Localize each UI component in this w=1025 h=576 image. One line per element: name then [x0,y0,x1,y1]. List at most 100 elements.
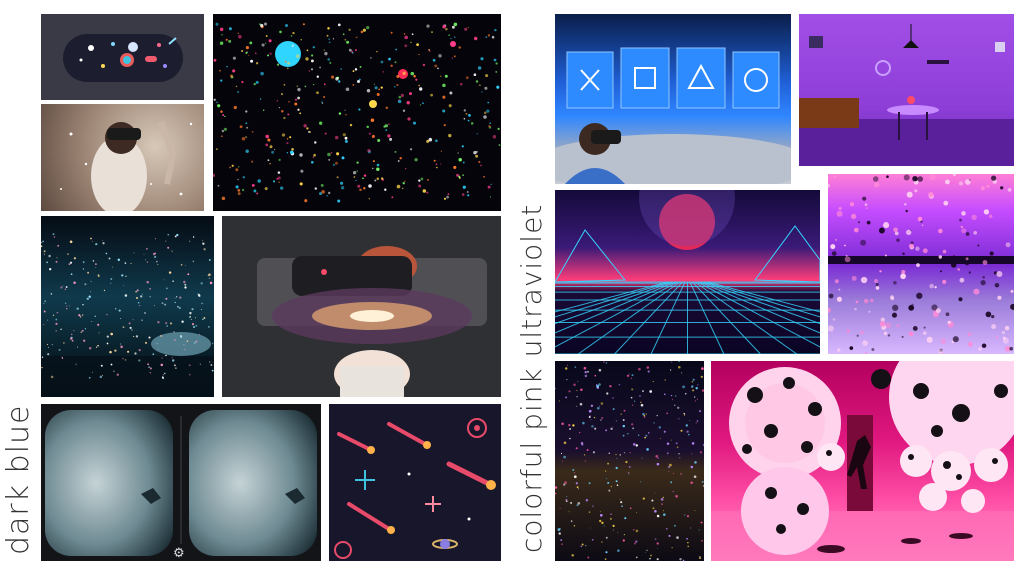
light-dot [353,176,356,178]
light-dot [884,254,887,257]
light-dot [495,62,498,65]
light-dot [632,427,635,430]
light-dot [113,370,115,372]
light-dot [235,85,238,88]
light-dot [141,319,143,321]
light-dot [691,453,693,455]
light-dot [889,295,895,300]
light-dot [394,61,397,64]
light-dot [174,235,177,238]
light-dot [224,115,226,118]
light-dot [625,460,628,464]
light-dot [628,473,630,475]
light-dot [95,242,98,246]
light-dot [291,148,294,151]
light-dot [682,559,685,561]
light-dot [678,418,680,420]
light-dot [161,376,164,379]
light-dot [580,441,584,445]
light-dot [929,283,934,289]
light-dot [97,344,99,347]
light-dot [76,307,79,310]
light-dot [433,159,436,162]
light-dot [635,444,638,447]
light-dot [146,261,149,263]
light-dot [675,442,678,445]
light-dot [66,305,68,307]
light-dot [442,83,446,88]
light-dot [557,528,561,531]
light-dot [77,346,79,348]
light-dot [338,112,342,115]
light-dot [599,519,602,523]
light-dot [183,344,185,346]
light-dot [486,109,490,113]
light-dot [310,68,314,71]
light-dot [428,137,433,142]
light-dot [66,308,68,310]
light-dot [977,244,980,247]
light-dot [643,416,646,418]
light-dot [862,196,867,201]
light-dot [921,224,924,227]
light-dot [245,149,249,153]
light-dot [332,163,336,167]
light-dot [372,167,374,170]
light-dot [934,285,937,289]
light-dot [629,466,631,468]
light-dot [410,41,412,44]
light-dot [278,158,281,162]
light-dot [440,150,443,152]
light-dot [184,348,186,350]
grid-line [697,281,820,348]
light-dot [896,238,900,242]
light-dot [63,342,65,344]
light-dot [201,240,203,242]
light-dot [168,271,172,274]
light-dot [154,255,157,258]
light-dot [575,447,578,450]
light-dot [874,279,879,283]
light-dot [657,547,659,549]
light-dot [340,186,345,190]
light-dot [405,168,407,170]
light-dot [176,233,179,237]
light-dot [145,341,147,344]
vr-woman-stardust-tile [41,104,204,211]
light-dot [991,314,995,319]
light-dot [165,297,168,300]
light-dot [860,276,868,284]
gear-icon[interactable]: ⚙ [173,545,185,560]
light-dot [1010,289,1014,293]
light-dot [467,194,470,197]
comet-icons-illustration [334,418,496,559]
infinity-lights-illustration [555,361,704,561]
light-dot [132,319,134,321]
light-dot [299,112,302,115]
light-dot [255,61,259,65]
light-dot [981,343,987,348]
light-dot [64,288,67,290]
light-dot [95,267,97,268]
light-dot [232,56,236,60]
light-dot [81,314,84,316]
light-dot [152,353,155,356]
light-dot [690,527,692,529]
purple-room-illustration [799,24,1014,166]
light-dot [368,132,371,135]
light-dot [92,371,94,373]
light-dot [263,22,268,26]
light-dot [391,196,394,199]
light-dot [473,36,478,41]
light-dot [699,451,702,454]
light-dot [701,389,704,392]
light-dot [674,524,676,527]
light-dot [629,451,631,454]
light-dot [84,328,87,330]
light-dot [264,42,267,44]
light-dot [435,163,438,166]
light-dot [286,141,289,145]
purple-dining-room-tile [799,14,1014,166]
light-dot [561,543,563,545]
light-dot [58,348,61,351]
